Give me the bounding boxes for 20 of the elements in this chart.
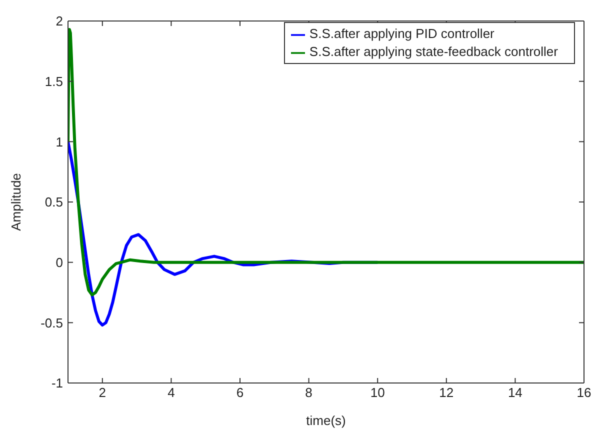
- legend-label: S.S.after applying state-feedback controller: [309, 44, 558, 59]
- y-tick-label: 0: [56, 254, 63, 270]
- y-tick-label: 0.5: [44, 194, 63, 210]
- x-tick-label: 8: [305, 385, 312, 400]
- x-tick-label: 10: [370, 385, 385, 400]
- y-axis-title: Amplitude: [8, 173, 24, 231]
- y-tick-label: -1: [51, 376, 63, 391]
- x-tick-label: 12: [439, 385, 454, 400]
- x-tick-label: 2: [98, 385, 106, 400]
- x-tick-label: 14: [508, 385, 522, 400]
- x-tick-label: 6: [236, 385, 244, 400]
- y-tick-label: 1: [56, 134, 63, 150]
- x-tick-label: 4: [168, 385, 175, 400]
- y-tick-label: 2: [56, 14, 63, 29]
- x-tick-label: 16: [576, 385, 592, 400]
- legend-label: S.S.after applying PID controller: [309, 26, 494, 41]
- y-tick-label: 1.5: [44, 74, 63, 89]
- y-tick-label: -0.5: [40, 315, 63, 330]
- x-axis-title: time(s): [306, 413, 346, 428]
- line-series: [68, 28, 584, 296]
